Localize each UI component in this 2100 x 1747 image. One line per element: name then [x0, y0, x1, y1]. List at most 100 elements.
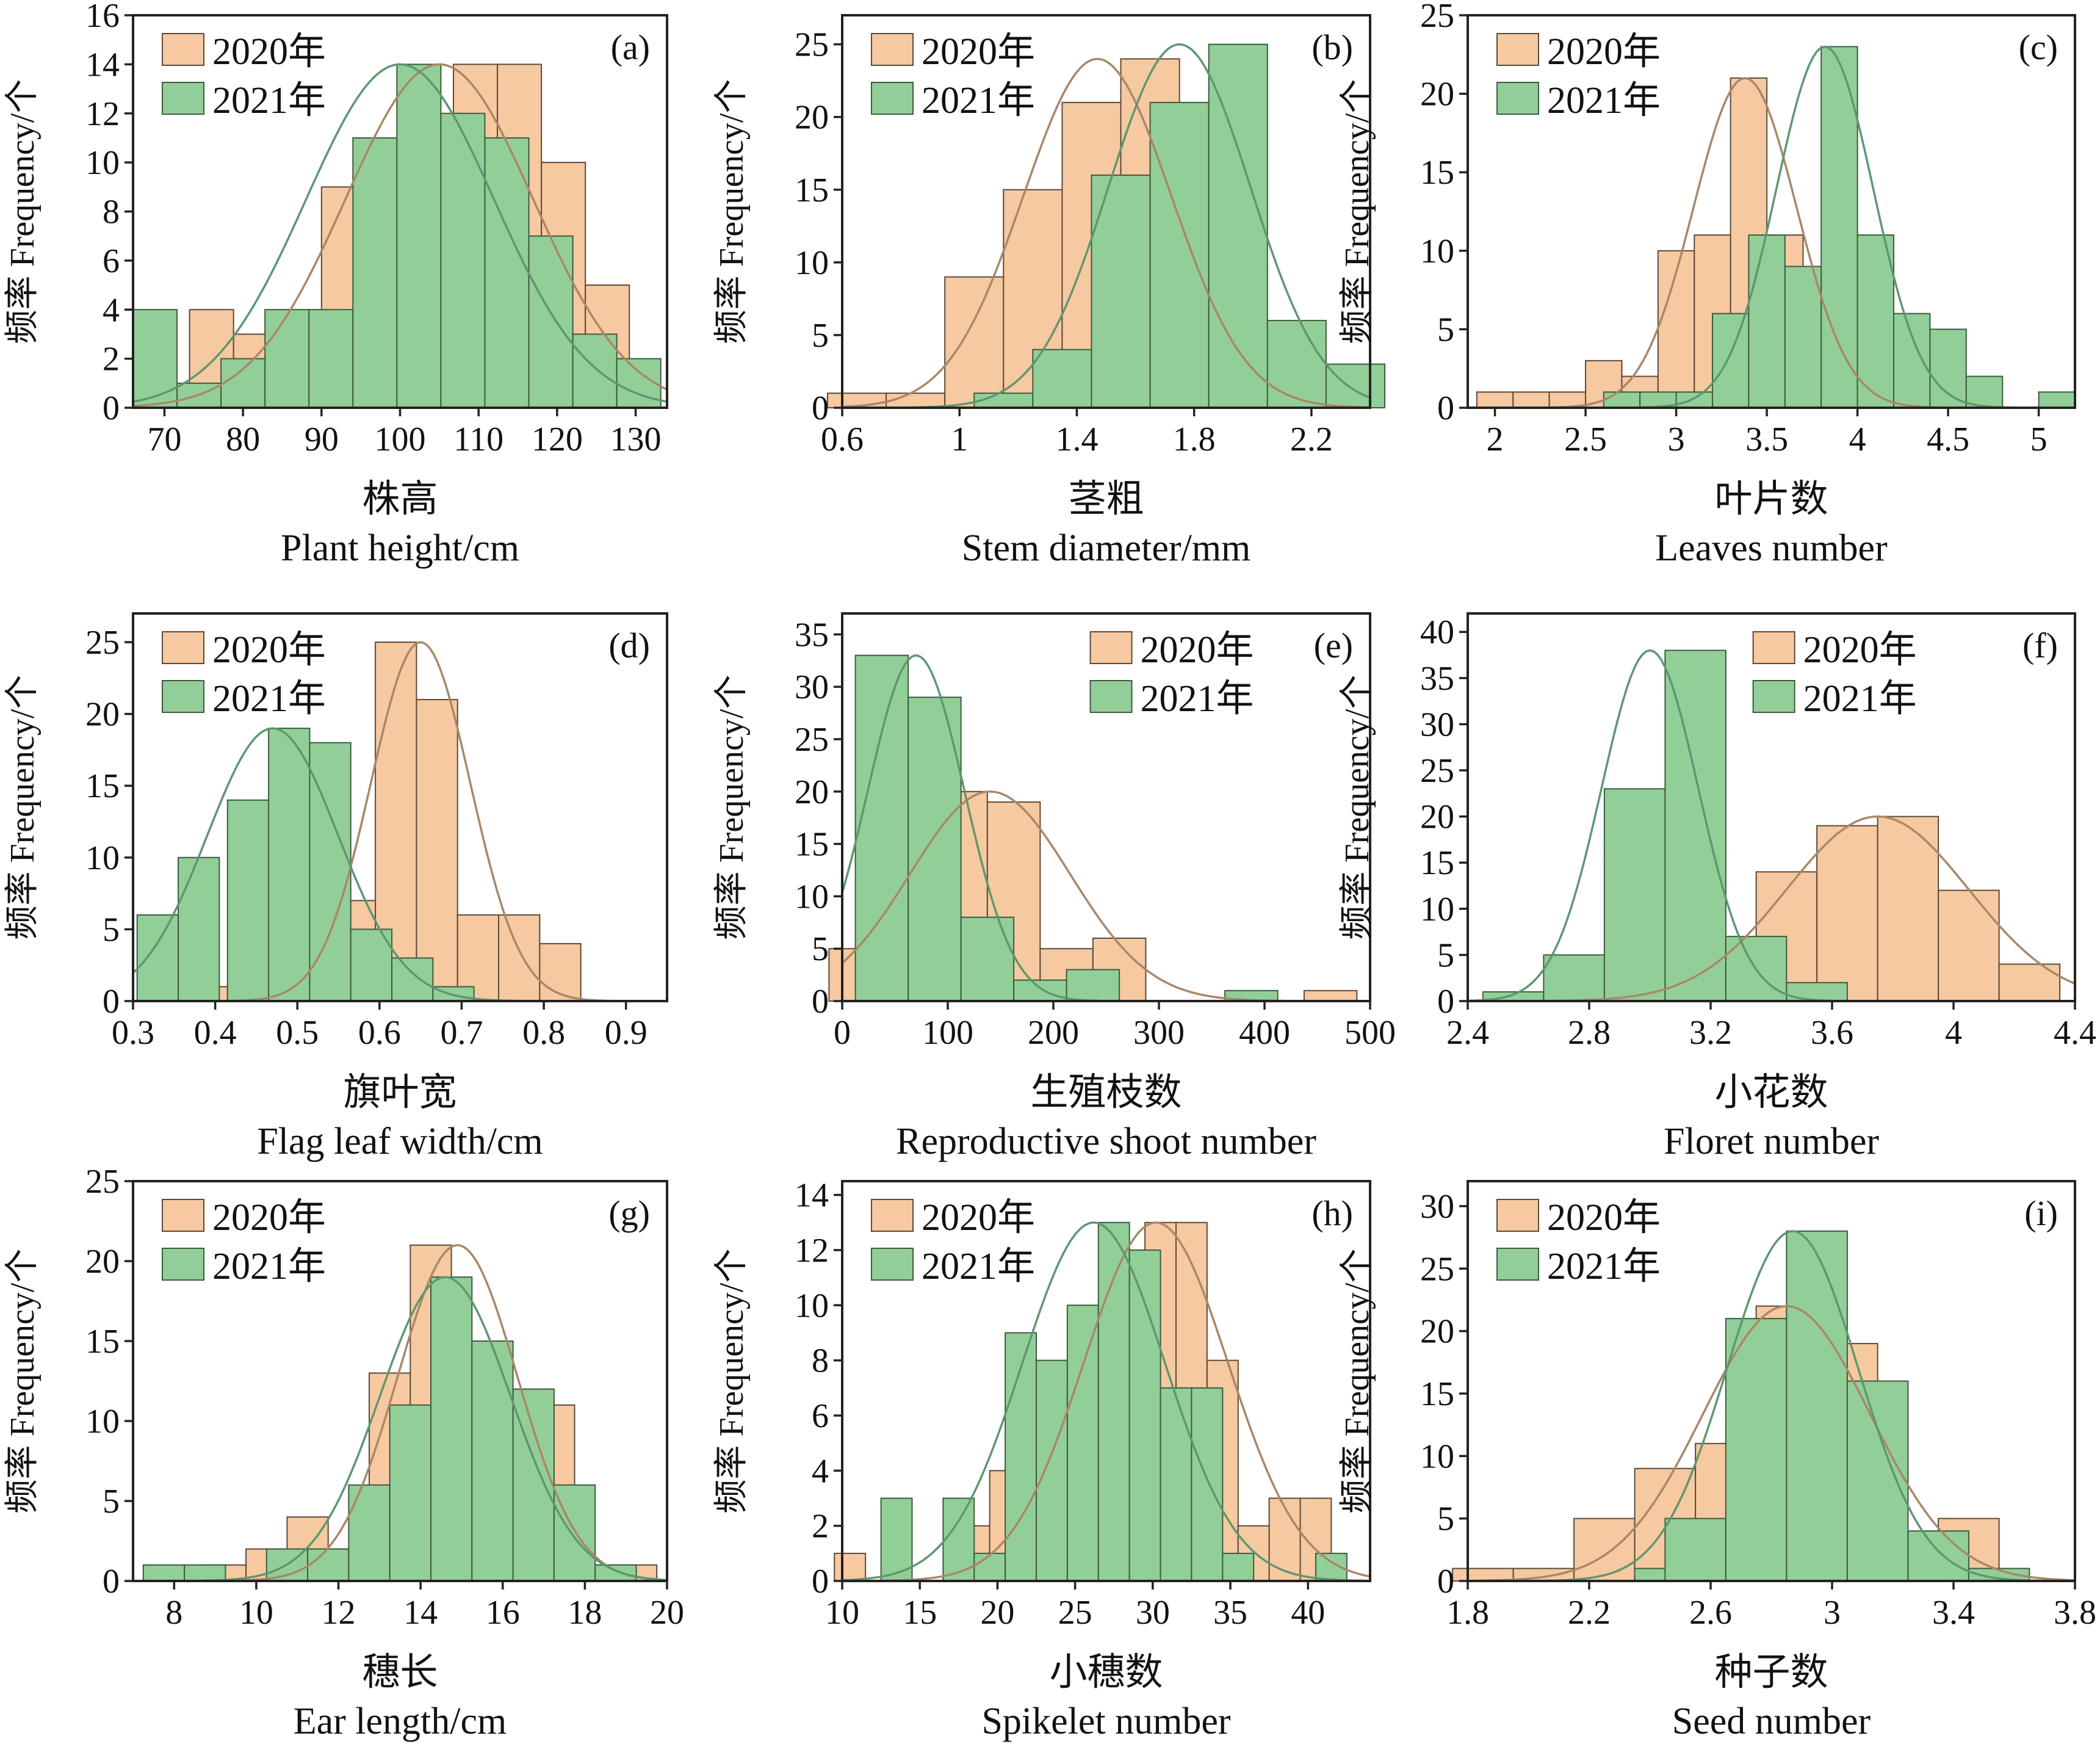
x-axis-label-en: Plant height/cm	[281, 527, 519, 569]
y-tick-label: 15	[795, 826, 829, 864]
legend-label-2020: 2020年	[212, 629, 326, 671]
y-tick-label: 40	[1420, 613, 1454, 651]
bar-2021-6	[1097, 1221, 1130, 1582]
x-tick-label: 2.5	[1564, 421, 1607, 458]
legend-swatch-2020	[162, 1199, 204, 1232]
bar-2021-4	[1066, 969, 1120, 1002]
bar-2021-7	[1128, 1249, 1161, 1582]
bar-2021-3	[264, 309, 310, 408]
x-tick-label: 15	[903, 1594, 937, 1632]
bar-2021-3	[307, 1548, 350, 1582]
y-tick-label: 10	[795, 244, 829, 282]
x-axis-label-en: Floret number	[1664, 1121, 1879, 1162]
legend-swatch-2020	[871, 33, 914, 66]
fit-curve-2020	[1467, 1304, 2076, 1582]
x-tick-label: 400	[1239, 1014, 1290, 1052]
legend-label-2020: 2020年	[1141, 629, 1254, 671]
x-tick-label: 0.3	[112, 1014, 154, 1052]
y-axis-label: 频率 Frequency/个	[1338, 79, 1376, 344]
y-tick-label: 5	[812, 930, 829, 968]
bar-2021-8	[1160, 1387, 1193, 1582]
y-tick-label: 15	[795, 172, 829, 209]
x-tick-label: 30	[1136, 1594, 1170, 1632]
legend-label-2021: 2021年	[1803, 678, 1917, 720]
legend-swatch-2020	[871, 1199, 914, 1232]
legend-swatch-2021	[162, 1248, 204, 1281]
bar-2020-11	[1268, 1497, 1301, 1582]
x-tick-label: 3.8	[2054, 1594, 2096, 1632]
x-axis-label-en: Stem diameter/mm	[962, 527, 1251, 569]
bar-2021-9	[1191, 1387, 1224, 1582]
legend-swatch-2021	[162, 680, 204, 713]
bar-2021-3	[1786, 1230, 1848, 1582]
x-tick-label: 2.2	[1568, 1594, 1611, 1632]
legend-label-2021: 2021年	[212, 80, 326, 121]
x-tick-label: 0.4	[194, 1014, 237, 1052]
panel-f: 2.4 2.8 3.2 3.6 4 4.4 0 5 10 15 20 25 30 35 40 频率 Frequ…	[1338, 612, 2096, 1162]
fit-curve-2020	[842, 57, 1371, 409]
y-tick-label: 5	[103, 911, 120, 949]
x-tick-label: 3.2	[1689, 1014, 1732, 1052]
bar-2021-10	[1222, 1552, 1255, 1582]
legend-swatch-2020	[1089, 631, 1133, 664]
panel-letter: (h)	[1312, 1193, 1353, 1233]
bar-2021-2	[1675, 391, 1713, 409]
panel-letter: (f)	[2022, 626, 2058, 665]
bar-2021-4	[309, 742, 352, 1002]
x-axis-label-cn: 茎粗	[1068, 479, 1144, 520]
x-tick-label: 16	[486, 1594, 520, 1632]
bar-2021-0	[136, 914, 179, 1002]
x-axis-label-en: Seed number	[1672, 1701, 1871, 1742]
panel-b: 0.6 1 1.4 1.8 2.2 0 5 10 15 20 25 频率 Frequency/个茎粗 S…	[713, 14, 1386, 569]
y-tick-label: 25	[795, 721, 829, 759]
bar-2021-3	[268, 728, 311, 1002]
legend-swatch-2020	[162, 33, 204, 66]
panel-letter: (e)	[1314, 626, 1353, 665]
bar-2020-8	[539, 942, 582, 1002]
x-tick-label: 14	[403, 1594, 438, 1632]
y-tick-label: 5	[1437, 311, 1454, 349]
bar-2021-5	[1066, 1304, 1099, 1582]
y-tick-label: 10	[1420, 1438, 1454, 1475]
y-tick-label: 8	[812, 1342, 829, 1380]
bar-2021-2	[1091, 174, 1151, 408]
x-tick-label: 2.4	[1446, 1014, 1489, 1052]
y-axis-label: 频率 Frequency/个	[713, 675, 751, 940]
legend-label-2020: 2020年	[212, 31, 326, 73]
x-axis-label-en: Spikelet number	[981, 1701, 1230, 1742]
legend-label-2020: 2020年	[922, 31, 1035, 73]
y-tick-label: 15	[85, 1323, 120, 1361]
y-tick-label: 10	[85, 1403, 120, 1441]
x-axis-label-cn: 小穗数	[1049, 1652, 1163, 1693]
plot-frame	[841, 14, 1371, 409]
x-tick-label: 0.9	[605, 1014, 648, 1052]
bar-2020-1	[1512, 391, 1550, 409]
bar-2021-4	[1036, 1359, 1068, 1582]
bar-2021-5	[1907, 1530, 1969, 1582]
y-tick-label: 5	[1437, 936, 1454, 974]
legend-label-2020: 2020年	[1547, 1197, 1661, 1239]
y-tick-label: 10	[85, 144, 120, 182]
panel-letter: (g)	[608, 1193, 650, 1233]
bar-2021-1	[178, 856, 220, 1002]
bar-2021-2	[960, 916, 1015, 1002]
x-axis-label-cn: 叶片数	[1714, 479, 1828, 520]
y-tick-label: 15	[85, 767, 120, 805]
fit-curve-2021	[842, 1221, 1371, 1582]
x-tick-label: 4.4	[2054, 1014, 2096, 1052]
x-axis-label-cn: 生殖枝数	[1030, 1072, 1182, 1113]
y-tick-label: 12	[85, 95, 120, 133]
bar-2021-4	[1748, 234, 1786, 408]
y-tick-label: 0	[103, 1563, 120, 1601]
bar-2021-2	[226, 799, 270, 1002]
legend-label-2020: 2020年	[1547, 31, 1661, 73]
x-tick-label: 40	[1291, 1594, 1325, 1632]
bar-2021-8	[1893, 313, 1931, 408]
legend-swatch-2021	[871, 1248, 914, 1281]
legend-label-2020: 2020年	[922, 1197, 1035, 1239]
panel-c: 2 2.5 3 3.5 4 4.5 5 0 5 10 15 20 25 频率 Frequency/个叶片数…	[1338, 0, 2076, 569]
x-tick-label: 500	[1344, 1014, 1396, 1052]
bar-2021-10	[1965, 375, 2004, 408]
y-tick-label: 20	[85, 1243, 120, 1281]
legend-label-2021: 2021年	[922, 80, 1035, 121]
